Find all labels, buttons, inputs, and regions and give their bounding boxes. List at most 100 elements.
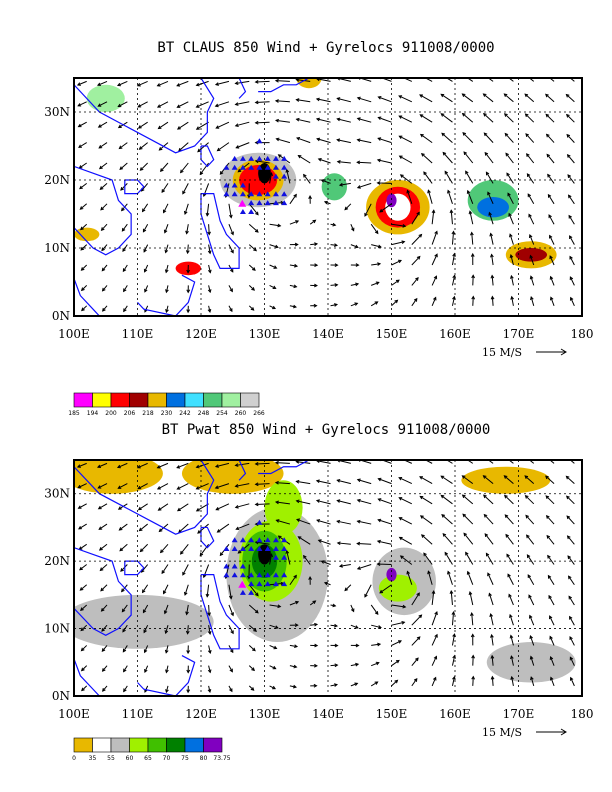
wind-arrow-head xyxy=(350,227,355,232)
wind-arrow-head xyxy=(293,284,298,289)
wind-arrow xyxy=(286,550,291,565)
wind-arrow-head xyxy=(137,104,142,108)
lon-tick-label: 160E xyxy=(439,707,471,721)
shaded-region xyxy=(461,466,551,494)
wind-arrow-head xyxy=(96,464,101,469)
wind-arrow xyxy=(440,93,453,103)
wind-arrow-head xyxy=(136,83,141,87)
wind-arrow-head xyxy=(569,255,573,260)
wind-arrow xyxy=(161,183,169,193)
wind-arrow-head xyxy=(526,173,531,177)
wind-arrow-head xyxy=(254,502,259,507)
wind-arrow-head xyxy=(398,517,403,521)
wind-arrow-head xyxy=(377,137,382,141)
wind-arrow-head xyxy=(377,96,382,100)
gyreloc-marker xyxy=(281,173,288,179)
wind-arrow xyxy=(442,533,453,545)
wind-arrow-head xyxy=(471,274,475,279)
wind-arrow xyxy=(100,183,108,190)
wind-arrow xyxy=(440,475,453,485)
wind-arrow xyxy=(550,276,555,286)
wind-arrow xyxy=(566,515,575,525)
wind-arrow xyxy=(180,543,189,555)
wind-arrow xyxy=(568,596,575,606)
wind-arrow-head xyxy=(374,301,379,305)
wind-arrow-head xyxy=(205,593,210,598)
lon-tick-label: 140E xyxy=(312,707,344,721)
wind-arrow xyxy=(566,495,575,505)
lat-tick-label: 10N xyxy=(44,622,70,636)
wind-arrow-head xyxy=(377,518,382,523)
wind-arrow xyxy=(469,591,474,606)
wind-arrow xyxy=(80,244,88,251)
gyreloc-marker xyxy=(248,208,255,214)
wind-arrow-head xyxy=(100,206,104,211)
wind-arrow-head xyxy=(394,299,399,304)
gyreloc-marker xyxy=(264,155,271,161)
wind-arrow xyxy=(547,555,555,565)
wind-arrow xyxy=(485,553,494,565)
wind-arrow-head xyxy=(118,527,123,531)
wind-arrow xyxy=(350,624,359,629)
wind-arrow-head xyxy=(567,555,572,560)
wind-arrow-head xyxy=(485,552,490,557)
wind-arrow-head xyxy=(427,570,431,575)
wind-arrow-head xyxy=(314,242,319,246)
wind-arrow-head xyxy=(356,566,361,570)
map-frame xyxy=(73,77,583,317)
wind-arrow xyxy=(97,462,108,468)
wind-arrow-head xyxy=(471,654,475,659)
wind-arrow xyxy=(275,119,290,123)
wind-arrow xyxy=(144,305,149,312)
wind-arrow-head xyxy=(96,82,101,87)
wind-arrow xyxy=(81,305,88,311)
wind-arrow xyxy=(441,514,453,525)
gyreloc-marker xyxy=(256,191,263,197)
map-frame xyxy=(73,459,583,697)
wind-arrow-head xyxy=(336,499,341,503)
wind-arrow xyxy=(350,283,359,286)
wind-arrow xyxy=(102,305,108,312)
wind-arrow xyxy=(546,134,555,143)
wind-arrow-head xyxy=(237,168,242,173)
wind-arrow-head xyxy=(334,263,339,267)
gyreloc-marker xyxy=(223,164,230,170)
gyreloc-marker xyxy=(272,581,279,587)
wind-arrow xyxy=(208,264,211,273)
wind-arrow-head xyxy=(398,477,403,481)
wind-arrow xyxy=(399,115,413,123)
wind-arrow-head xyxy=(376,562,381,567)
wind-arrow-head xyxy=(159,168,164,173)
wind-arrow xyxy=(318,158,331,164)
wind-arrow xyxy=(248,604,259,614)
wind-arrow xyxy=(196,121,209,130)
wind-arrow-head xyxy=(461,93,466,97)
wind-arrow-head xyxy=(197,530,201,534)
gyreloc-marker xyxy=(272,200,279,206)
wind-arrow xyxy=(139,523,148,532)
wind-arrow xyxy=(569,235,575,245)
wind-arrow-head xyxy=(356,498,361,503)
wind-arrow-head xyxy=(332,222,337,227)
wind-arrow-head xyxy=(509,634,514,639)
wind-arrow-head xyxy=(207,308,212,313)
wind-arrow-head xyxy=(99,186,104,190)
lat-tick-label: 30N xyxy=(44,487,70,501)
lat-tick-label: 30N xyxy=(44,105,70,119)
wind-arrow xyxy=(483,514,494,525)
wind-arrow-head xyxy=(137,485,142,490)
wind-arrow-head xyxy=(568,214,572,219)
wind-arrow-head xyxy=(398,135,403,139)
wind-arrow-head xyxy=(434,611,438,616)
wind-arrow-head xyxy=(138,527,143,532)
wind-arrow-head xyxy=(504,74,507,77)
wind-arrow-head xyxy=(274,118,279,123)
wind-arrow xyxy=(462,132,474,143)
wind-arrow xyxy=(80,624,88,631)
wind-arrow xyxy=(450,210,453,225)
wind-arrow-head xyxy=(503,113,508,117)
wind-arrow-head xyxy=(566,535,571,540)
coastline xyxy=(137,274,196,316)
shaded-region xyxy=(378,574,417,602)
wind-arrow-head xyxy=(431,209,436,214)
